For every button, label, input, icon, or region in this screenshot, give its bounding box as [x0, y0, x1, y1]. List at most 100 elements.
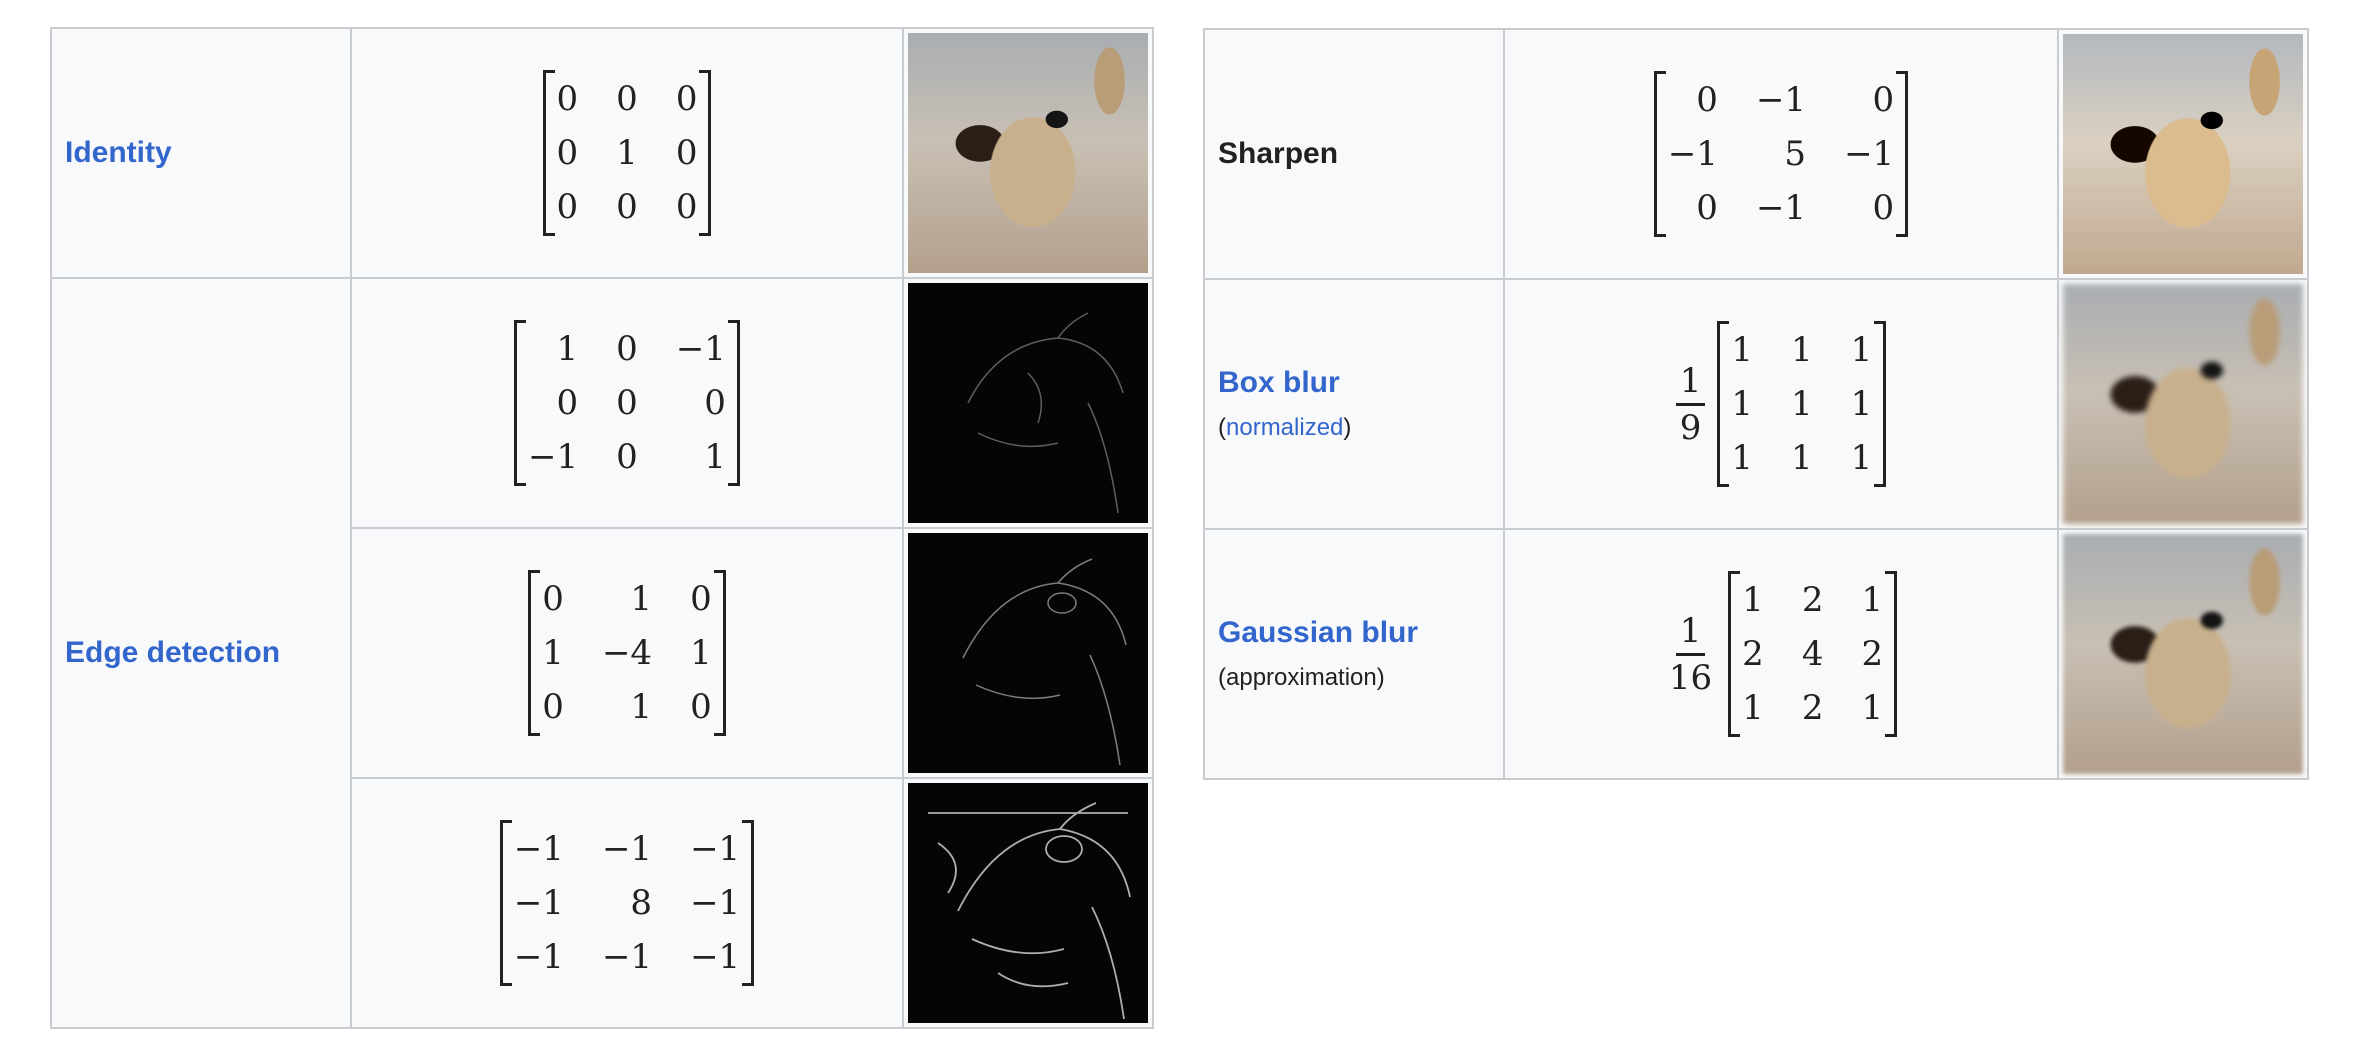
- matrix-entry: 0: [616, 329, 638, 369]
- matrix-entry: 4: [1801, 634, 1824, 674]
- result-image-gaussian-blur[interactable]: [2063, 534, 2303, 774]
- matrix-entry: −1: [601, 829, 653, 869]
- matrix-entry: 1: [616, 133, 638, 173]
- matrix-entry: −4: [601, 633, 653, 673]
- matrix-entry: −1: [1755, 80, 1807, 120]
- matrix-entry: 1: [1731, 330, 1753, 370]
- result-image-cell: [902, 27, 1154, 279]
- result-image-cell: [2057, 278, 2309, 530]
- matrix-entry: 0: [542, 687, 564, 727]
- matrix-entry: 1: [1791, 438, 1813, 478]
- result-image-edge-3[interactable]: [908, 783, 1148, 1023]
- matrix-entry: 1: [630, 579, 653, 619]
- operation-link-identity[interactable]: Identity: [65, 136, 172, 169]
- operation-link-gaussian-blur[interactable]: Gaussian blur: [1218, 616, 1419, 649]
- result-image-cell: [902, 527, 1154, 779]
- result-image-sharpen[interactable]: [2063, 34, 2303, 274]
- matrix-entry: 1: [1791, 384, 1813, 424]
- result-image-cell: [902, 277, 1154, 529]
- matrix-entry: 0: [616, 187, 638, 227]
- matrix-entry: 0: [675, 133, 698, 173]
- matrix-entry: 0: [556, 383, 579, 423]
- matrix-entry: 0: [1696, 188, 1718, 228]
- normalized-link[interactable]: normalized: [1226, 414, 1344, 441]
- operation-note: (normalized): [1218, 414, 1352, 441]
- matrix-entry: 1: [556, 329, 579, 369]
- matrix-entry: 1: [630, 687, 653, 727]
- matrix-entry: 0: [675, 187, 698, 227]
- kernel-matrix: −1 −1 −1 −1 8 −1 −1 −1 −1: [499, 820, 755, 986]
- matrix-entry: 0: [1696, 80, 1718, 120]
- kernel-matrix: 1 0 −1 0 0 0 −1 0 1: [514, 320, 740, 486]
- kernel-matrix: 0 −1 0 −1 5 −1 0 −1 0: [1653, 71, 1909, 237]
- matrix-entry: 5: [1784, 134, 1807, 174]
- matrix-entry: 0: [704, 383, 726, 423]
- matrix-entry: 2: [1801, 580, 1824, 620]
- matrix-entry: 0: [556, 79, 579, 119]
- matrix-entry: −1: [690, 883, 741, 923]
- matrix-entry: 2: [1742, 634, 1764, 674]
- kernel-row-edge-3: −1 −1 −1 −1 8 −1 −1 −1 −1: [51, 777, 1154, 1029]
- kernel-table-right: Sharpen 0 −1 0 −1 5 −1 0 −1 0 Box blur (normaliz…: [1203, 28, 2309, 780]
- matrix-entry: 1: [1850, 384, 1873, 424]
- kernel-row-edge-1: Edge detection 1 0 −1 0 0 0 −1 0 1: [50, 277, 1154, 1029]
- matrix-entry: 1: [1861, 580, 1884, 620]
- matrix-entry: 1: [1850, 330, 1873, 370]
- matrix-entry: 1: [1731, 384, 1753, 424]
- kernel-matrix: 0 1 0 1 −4 1 0 1 0: [528, 570, 727, 736]
- matrix-entry: 1: [542, 633, 564, 673]
- result-image-edge-2[interactable]: [908, 533, 1148, 773]
- result-image-cell: [2057, 28, 2309, 280]
- matrix-entry: 0: [616, 383, 638, 423]
- matrix-entry: 1: [1731, 438, 1753, 478]
- matrix-entry: 0: [542, 579, 564, 619]
- matrix-entry: −1: [513, 829, 564, 869]
- matrix-entry: 1: [1742, 580, 1764, 620]
- matrix-entry: −1: [513, 937, 564, 977]
- matrix-entry: −1: [690, 829, 741, 869]
- result-image-box-blur[interactable]: [2063, 284, 2303, 524]
- operation-cell: Edge detection: [50, 277, 352, 1029]
- result-image-identity[interactable]: [908, 33, 1148, 273]
- operation-note: (approximation): [1218, 664, 1385, 691]
- matrix-entry: −1: [1844, 134, 1895, 174]
- matrix-entry: 1: [690, 633, 712, 673]
- kernel-coefficient: 1 16: [1668, 610, 1713, 698]
- matrix-entry: −1: [1755, 188, 1807, 228]
- matrix-entry: 0: [690, 579, 712, 619]
- matrix-entry: 0: [1872, 80, 1895, 120]
- operation-label-sharpen: Sharpen: [1218, 137, 1339, 170]
- kernel-row-sharpen: Sharpen 0 −1 0 −1 5 −1 0 −1 0: [1203, 28, 2309, 280]
- kernel-cell: 0 −1 0 −1 5 −1 0 −1 0: [1503, 28, 2059, 280]
- matrix-entry: 0: [556, 133, 579, 173]
- kernel-cell: 0 1 0 1 −4 1 0 1 0: [350, 527, 904, 779]
- operation-cell: Gaussian blur (approximation): [1203, 528, 1505, 780]
- matrix-entry: −1: [601, 937, 653, 977]
- result-image-edge-1[interactable]: [908, 283, 1148, 523]
- result-image-cell: [902, 777, 1154, 1029]
- matrix-entry: −1: [513, 883, 564, 923]
- matrix-entry: 1: [1742, 688, 1764, 728]
- kernel-coefficient: 1 9: [1675, 361, 1706, 448]
- matrix-entry: −1: [1667, 134, 1718, 174]
- matrix-entry: 0: [1872, 188, 1895, 228]
- operation-link-box-blur[interactable]: Box blur: [1218, 366, 1340, 399]
- matrix-entry: 1: [1850, 438, 1873, 478]
- matrix-entry: 0: [616, 437, 638, 477]
- matrix-entry: −1: [675, 329, 726, 369]
- matrix-entry: 0: [556, 187, 579, 227]
- matrix-entry: 1: [1791, 330, 1813, 370]
- matrix-entry: 1: [1861, 688, 1884, 728]
- kernel-cell: −1 −1 −1 −1 8 −1 −1 −1 −1: [350, 777, 904, 1029]
- matrix-entry: 8: [630, 883, 653, 923]
- kernel-cell: 1 0 −1 0 0 0 −1 0 1: [350, 277, 904, 529]
- operation-link-edge-detection[interactable]: Edge detection: [65, 636, 281, 669]
